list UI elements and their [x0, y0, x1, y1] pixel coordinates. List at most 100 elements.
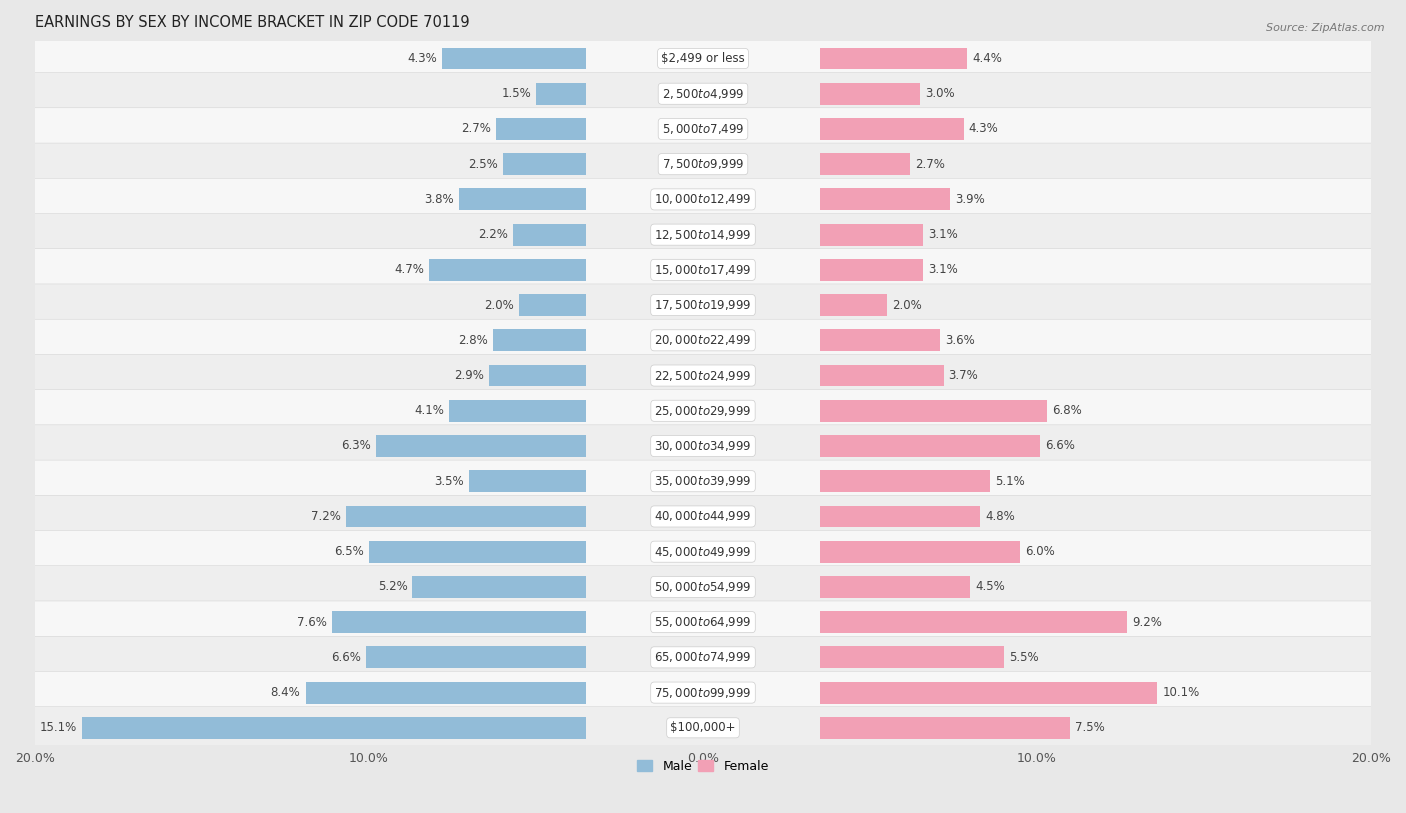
FancyBboxPatch shape	[31, 284, 1375, 326]
Text: $100,000+: $100,000+	[671, 721, 735, 734]
Text: 3.7%: 3.7%	[949, 369, 979, 382]
FancyBboxPatch shape	[31, 214, 1375, 256]
FancyBboxPatch shape	[31, 706, 1375, 749]
Text: 7.5%: 7.5%	[1076, 721, 1105, 734]
Text: 2.2%: 2.2%	[478, 228, 508, 241]
FancyBboxPatch shape	[31, 143, 1375, 185]
Bar	[332, 611, 586, 633]
Text: $10,000 to $12,499: $10,000 to $12,499	[654, 193, 752, 207]
Bar	[305, 681, 586, 703]
Text: $65,000 to $74,999: $65,000 to $74,999	[654, 650, 752, 664]
Text: 15.1%: 15.1%	[39, 721, 77, 734]
Text: 2.8%: 2.8%	[458, 334, 488, 347]
Bar	[449, 400, 586, 422]
FancyBboxPatch shape	[31, 460, 1375, 502]
Bar	[496, 118, 586, 140]
FancyBboxPatch shape	[31, 108, 1375, 150]
Text: 5.2%: 5.2%	[378, 580, 408, 593]
FancyBboxPatch shape	[31, 531, 1375, 573]
Bar	[820, 506, 980, 528]
Bar	[820, 224, 924, 246]
Text: $30,000 to $34,999: $30,000 to $34,999	[654, 439, 752, 453]
Text: 3.0%: 3.0%	[925, 87, 955, 100]
Bar	[820, 435, 1040, 457]
Text: 7.6%: 7.6%	[297, 615, 328, 628]
Text: EARNINGS BY SEX BY INCOME BRACKET IN ZIP CODE 70119: EARNINGS BY SEX BY INCOME BRACKET IN ZIP…	[35, 15, 470, 30]
Text: $17,500 to $19,999: $17,500 to $19,999	[654, 298, 752, 312]
Text: $15,000 to $17,499: $15,000 to $17,499	[654, 263, 752, 277]
Text: 4.8%: 4.8%	[986, 510, 1015, 523]
Bar	[820, 681, 1157, 703]
Text: 4.3%: 4.3%	[969, 123, 998, 136]
Text: 4.5%: 4.5%	[976, 580, 1005, 593]
FancyBboxPatch shape	[31, 37, 1375, 80]
Bar	[820, 48, 967, 69]
Bar	[820, 294, 887, 316]
FancyBboxPatch shape	[31, 178, 1375, 220]
Text: $22,500 to $24,999: $22,500 to $24,999	[654, 368, 752, 383]
Bar	[502, 154, 586, 175]
Bar	[82, 717, 586, 739]
Text: 2.9%: 2.9%	[454, 369, 484, 382]
Bar	[820, 154, 910, 175]
FancyBboxPatch shape	[31, 354, 1375, 397]
Bar	[820, 646, 1004, 668]
Text: 9.2%: 9.2%	[1132, 615, 1163, 628]
Text: 6.6%: 6.6%	[1046, 440, 1076, 453]
Text: 6.0%: 6.0%	[1025, 546, 1054, 559]
Text: 7.2%: 7.2%	[311, 510, 340, 523]
Bar	[820, 259, 924, 280]
Text: 4.1%: 4.1%	[415, 404, 444, 417]
FancyBboxPatch shape	[31, 495, 1375, 537]
Text: 6.8%: 6.8%	[1052, 404, 1081, 417]
Text: $5,000 to $7,499: $5,000 to $7,499	[662, 122, 744, 136]
Text: $50,000 to $54,999: $50,000 to $54,999	[654, 580, 752, 594]
FancyBboxPatch shape	[31, 320, 1375, 362]
Text: 6.5%: 6.5%	[335, 546, 364, 559]
Bar	[489, 364, 586, 386]
FancyBboxPatch shape	[31, 389, 1375, 432]
Text: 1.5%: 1.5%	[501, 87, 531, 100]
FancyBboxPatch shape	[31, 672, 1375, 714]
Text: 2.0%: 2.0%	[485, 298, 515, 311]
Text: 3.1%: 3.1%	[928, 263, 959, 276]
Text: $2,500 to $4,999: $2,500 to $4,999	[662, 87, 744, 101]
Text: 10.1%: 10.1%	[1163, 686, 1199, 699]
Text: 3.5%: 3.5%	[434, 475, 464, 488]
Bar	[470, 470, 586, 492]
Text: 3.1%: 3.1%	[928, 228, 959, 241]
Bar	[820, 189, 950, 211]
Text: 6.6%: 6.6%	[330, 651, 360, 664]
Text: $45,000 to $49,999: $45,000 to $49,999	[654, 545, 752, 559]
FancyBboxPatch shape	[31, 425, 1375, 467]
FancyBboxPatch shape	[31, 566, 1375, 608]
Text: $40,000 to $44,999: $40,000 to $44,999	[654, 510, 752, 524]
Text: 5.5%: 5.5%	[1008, 651, 1038, 664]
Text: $35,000 to $39,999: $35,000 to $39,999	[654, 474, 752, 489]
Text: 3.9%: 3.9%	[955, 193, 986, 206]
Bar	[820, 364, 943, 386]
Text: 3.8%: 3.8%	[425, 193, 454, 206]
Bar	[536, 83, 586, 105]
Bar	[820, 118, 963, 140]
Bar	[820, 470, 990, 492]
Text: $12,500 to $14,999: $12,500 to $14,999	[654, 228, 752, 241]
Bar	[820, 400, 1047, 422]
Text: $2,499 or less: $2,499 or less	[661, 52, 745, 65]
Bar	[492, 329, 586, 351]
FancyBboxPatch shape	[31, 601, 1375, 643]
Bar	[460, 189, 586, 211]
FancyBboxPatch shape	[31, 72, 1375, 115]
Legend: Male, Female: Male, Female	[633, 755, 773, 778]
Text: 3.6%: 3.6%	[945, 334, 974, 347]
Bar	[820, 83, 920, 105]
FancyBboxPatch shape	[31, 637, 1375, 679]
Text: Source: ZipAtlas.com: Source: ZipAtlas.com	[1267, 23, 1385, 33]
Text: 4.4%: 4.4%	[972, 52, 1001, 65]
Text: $55,000 to $64,999: $55,000 to $64,999	[654, 615, 752, 629]
Bar	[412, 576, 586, 598]
Bar	[820, 576, 970, 598]
Text: 2.7%: 2.7%	[461, 123, 491, 136]
Bar	[820, 329, 941, 351]
Bar	[368, 541, 586, 563]
